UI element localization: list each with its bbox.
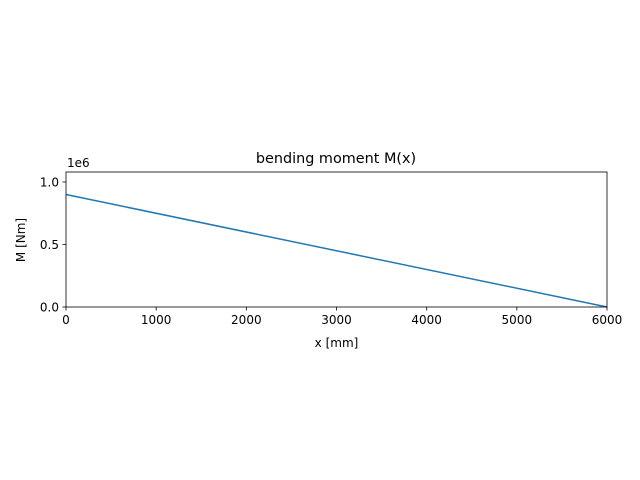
series-layer — [65, 193, 608, 308]
x-tick-label: 4000 — [411, 313, 442, 327]
chart-title: bending moment M(x) — [256, 151, 416, 167]
x-tick-label: 1000 — [141, 313, 172, 327]
moment-series-line — [65, 193, 608, 308]
y-axis-label: M [Nm] — [14, 218, 28, 262]
x-tick-label: 0 — [62, 313, 70, 327]
y-tick-label: 0.5 — [40, 238, 59, 252]
x-tick-label: 6000 — [592, 313, 623, 327]
y-axis-ticks: 0.0 0.5 1.0 — [40, 176, 66, 315]
x-tick-label: 3000 — [321, 313, 352, 327]
x-tick-label: 5000 — [502, 313, 533, 327]
x-axis-label: x [mm] — [315, 336, 359, 350]
y-offset-label: 1e6 — [67, 156, 90, 170]
y-tick-label: 1.0 — [40, 176, 59, 190]
x-axis-ticks: 0 1000 2000 3000 4000 5000 6000 — [62, 307, 622, 327]
x-tick-label: 2000 — [231, 313, 262, 327]
y-tick-label: 0.0 — [40, 301, 59, 315]
plot-frame — [65, 171, 608, 308]
